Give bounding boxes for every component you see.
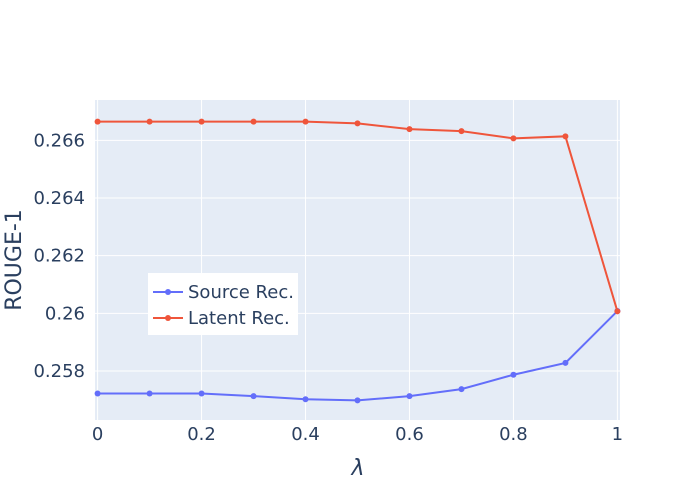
data-point-latent-rec: [614, 308, 621, 315]
data-point-latent-rec: [510, 135, 517, 142]
data-point-latent-rec: [94, 118, 101, 125]
x-tick-label: 0.2: [187, 424, 216, 445]
data-point-latent-rec: [250, 118, 257, 125]
legend-label: Latent Rec.: [188, 308, 290, 329]
data-point-latent-rec: [146, 118, 153, 125]
y-tick-label: 0.262: [33, 246, 85, 267]
data-point-source-rec: [146, 390, 153, 397]
data-point-source-rec: [406, 393, 413, 400]
data-point-source-rec: [510, 371, 517, 378]
legend-swatch-marker: [165, 289, 171, 295]
data-point-latent-rec: [562, 133, 569, 140]
series-layer: [94, 118, 621, 404]
grid: [95, 100, 620, 420]
data-point-source-rec: [458, 386, 465, 393]
plot-background: [95, 100, 620, 420]
x-tick-label: 0.6: [395, 424, 424, 445]
data-point-source-rec: [198, 390, 205, 397]
legend-label: Source Rec.: [188, 282, 294, 303]
x-tick-label: 0.8: [499, 424, 528, 445]
x-tick-label: 1: [612, 424, 623, 445]
data-point-source-rec: [562, 359, 569, 366]
y-tick-label: 0.26: [45, 303, 85, 324]
legend-box: [148, 273, 298, 335]
data-point-source-rec: [250, 393, 257, 400]
x-tick-label: 0.4: [291, 424, 320, 445]
data-point-latent-rec: [458, 128, 465, 135]
x-axis-title: λ: [350, 456, 364, 481]
x-tick-label: 0: [92, 424, 103, 445]
data-point-latent-rec: [354, 120, 361, 127]
data-point-latent-rec: [198, 118, 205, 125]
y-tick-label: 0.258: [33, 361, 85, 382]
data-point-source-rec: [354, 397, 361, 404]
data-point-latent-rec: [406, 126, 413, 133]
y-tick-label: 0.264: [33, 188, 85, 209]
legend: Source Rec. Latent Rec.: [148, 273, 298, 335]
data-point-latent-rec: [302, 118, 309, 125]
data-point-source-rec: [302, 396, 309, 403]
y-tick-label: 0.266: [33, 130, 85, 151]
data-point-source-rec: [94, 390, 101, 397]
legend-swatch-marker: [165, 315, 171, 321]
x-axis-ticks: 0 0.2 0.4 0.6 0.8 1: [92, 424, 623, 445]
y-axis-title: ROUGE-1: [2, 209, 27, 311]
y-axis-ticks: 0.258 0.26 0.262 0.264 0.266: [33, 130, 85, 382]
